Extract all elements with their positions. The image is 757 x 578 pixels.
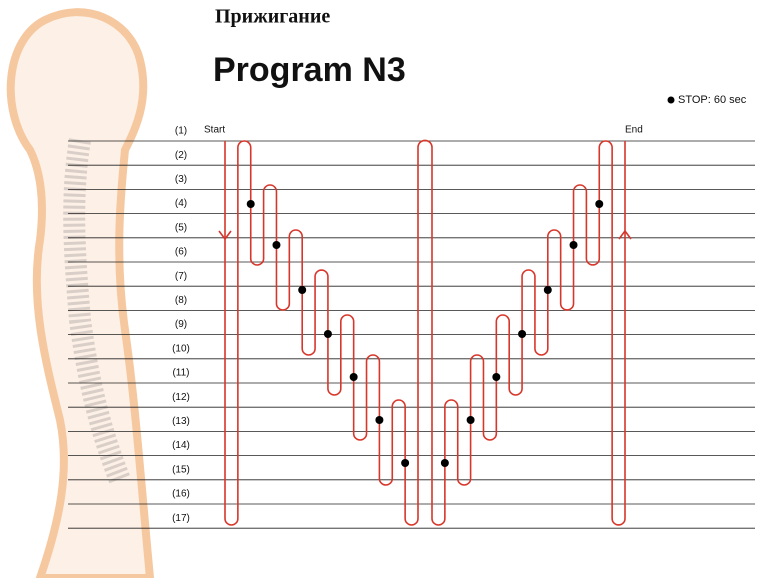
row-label: (15) [172, 464, 190, 475]
route-line [224, 139, 626, 526]
row-label: (1) [175, 126, 187, 137]
stop-dot [543, 286, 552, 294]
body-silhouette [6, 8, 155, 578]
subtitle: Program N3 [213, 51, 406, 89]
rows: (1) (2) (3) (4) (5) (6) (7) (8) (9) (10) (11) (12) (… [68, 126, 755, 529]
body [6, 8, 155, 578]
stop-dot [246, 200, 255, 208]
row-label: (2) [175, 150, 187, 161]
row-label: (9) [175, 319, 187, 330]
row-label: (8) [175, 295, 187, 306]
start-label: Start [204, 125, 225, 136]
row-label: (11) [172, 368, 189, 379]
route [218, 139, 632, 526]
stop-dot [349, 373, 358, 381]
row-label: (17) [172, 513, 190, 524]
stop-dot [440, 459, 449, 467]
stop-dot [323, 330, 332, 338]
row-label: (4) [175, 198, 187, 209]
row-label: (14) [172, 440, 190, 451]
stop-dot [569, 241, 578, 249]
stop-dot [375, 416, 384, 424]
row-label: (16) [172, 489, 190, 500]
title: Прижигание [215, 6, 330, 28]
end-label: End [625, 125, 643, 136]
start-arrow [218, 230, 232, 241]
row-label: (5) [175, 222, 187, 233]
stop-dot [466, 416, 475, 424]
stop-dot [298, 286, 307, 294]
row-label: (10) [172, 343, 190, 354]
stop-dot [401, 459, 410, 467]
end-arrow [618, 229, 632, 240]
row-label: (13) [172, 416, 190, 427]
stop-dot [518, 330, 527, 338]
stop-dot [492, 373, 501, 381]
legend-dot [667, 96, 675, 104]
row-label: (12) [172, 392, 190, 403]
row-label: (3) [175, 174, 187, 185]
stop-dot [595, 200, 604, 208]
row-label: (7) [175, 271, 187, 282]
row-label: (6) [175, 247, 187, 258]
stop-dot [272, 241, 281, 249]
legend-label: STOP: 60 sec [678, 94, 747, 106]
